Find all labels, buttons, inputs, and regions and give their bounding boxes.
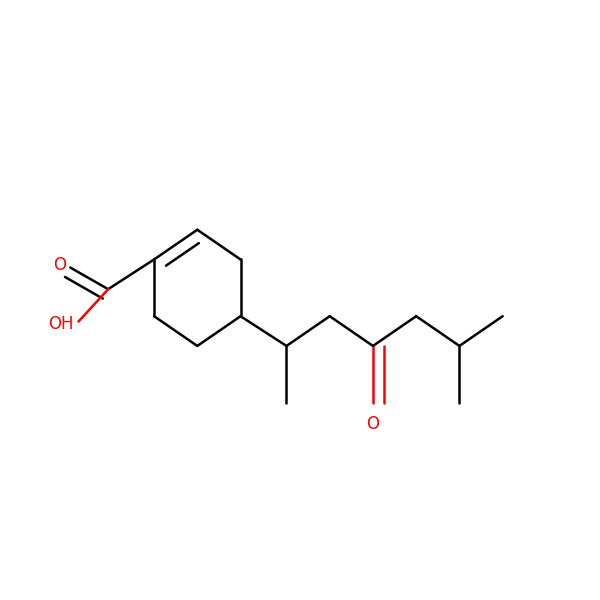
Text: OH: OH [49, 316, 74, 334]
Text: O: O [367, 415, 379, 433]
Text: O: O [53, 256, 66, 274]
